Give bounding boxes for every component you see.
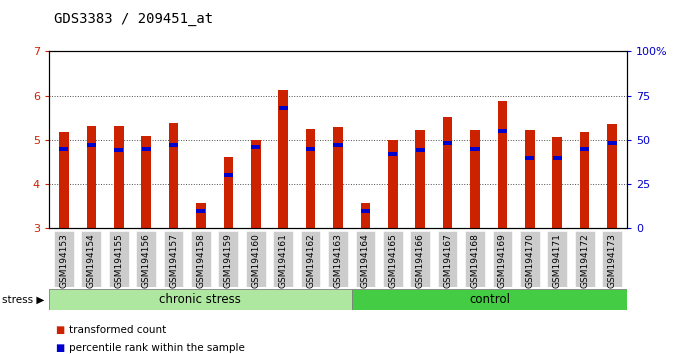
Bar (520, 231, 540, 287)
Bar (471, 130, 480, 228)
Bar (191, 231, 211, 287)
Text: ■: ■ (56, 343, 65, 353)
Bar (197, 209, 205, 213)
Bar (383, 231, 403, 287)
Bar (81, 231, 101, 287)
Bar (273, 231, 293, 287)
Text: GSM194166: GSM194166 (416, 233, 424, 288)
Text: GSM194163: GSM194163 (334, 233, 342, 288)
Bar (59, 132, 68, 228)
Bar (607, 141, 616, 145)
Text: GSM194157: GSM194157 (169, 233, 178, 288)
Bar (328, 231, 348, 287)
Bar (607, 124, 617, 228)
Bar (388, 140, 397, 228)
Bar (498, 129, 507, 133)
Bar (114, 126, 123, 228)
Bar (224, 173, 233, 177)
Bar (251, 145, 260, 149)
Bar (279, 106, 287, 110)
Bar (438, 231, 458, 287)
Text: GDS3383 / 209451_at: GDS3383 / 209451_at (54, 12, 214, 27)
Bar (87, 143, 96, 147)
Text: GSM194154: GSM194154 (87, 233, 96, 288)
Bar (251, 140, 260, 228)
Bar (355, 231, 375, 287)
Bar (334, 143, 342, 147)
Bar (602, 231, 622, 287)
Text: GSM194155: GSM194155 (114, 233, 123, 288)
Text: GSM194171: GSM194171 (553, 233, 562, 288)
Text: GSM194153: GSM194153 (60, 233, 68, 288)
Bar (109, 231, 129, 287)
Bar (443, 117, 452, 228)
Bar (306, 129, 315, 228)
Text: chronic stress: chronic stress (159, 293, 241, 306)
Bar (60, 147, 68, 151)
Bar (301, 231, 321, 287)
Bar (114, 148, 123, 153)
Bar (416, 148, 425, 153)
Bar (493, 231, 513, 287)
Text: GSM194170: GSM194170 (525, 233, 534, 288)
Bar (361, 203, 370, 228)
Text: percentile rank within the sample: percentile rank within the sample (69, 343, 245, 353)
Text: GSM194168: GSM194168 (471, 233, 479, 288)
Bar (471, 147, 479, 151)
Bar (306, 147, 315, 151)
Text: GSM194158: GSM194158 (197, 233, 205, 288)
Bar (580, 132, 589, 228)
Bar (388, 152, 397, 156)
Bar (553, 137, 562, 228)
Bar (142, 147, 151, 151)
Text: GSM194165: GSM194165 (388, 233, 397, 288)
Bar (54, 231, 74, 287)
Text: GSM194172: GSM194172 (580, 233, 589, 288)
Bar (547, 231, 567, 287)
Bar (169, 143, 178, 147)
Text: stress ▶: stress ▶ (2, 295, 45, 304)
Text: GSM194156: GSM194156 (142, 233, 151, 288)
Bar (575, 231, 595, 287)
Bar (443, 141, 452, 145)
Bar (525, 155, 534, 160)
Bar (416, 130, 425, 228)
Bar (352, 289, 627, 310)
Text: GSM194162: GSM194162 (306, 233, 315, 288)
Bar (87, 126, 96, 228)
Bar (196, 203, 205, 228)
Bar (465, 231, 485, 287)
Text: GSM194160: GSM194160 (252, 233, 260, 288)
Bar (361, 209, 370, 213)
Bar (333, 127, 343, 228)
Bar (163, 231, 183, 287)
Bar (580, 147, 589, 151)
Text: GSM194164: GSM194164 (361, 233, 370, 288)
Text: control: control (469, 293, 510, 306)
Text: transformed count: transformed count (69, 325, 166, 335)
Bar (498, 101, 507, 228)
Bar (218, 231, 238, 287)
Text: GSM194167: GSM194167 (443, 233, 452, 288)
Text: GSM194169: GSM194169 (498, 233, 507, 288)
Bar (553, 155, 562, 160)
Bar (224, 156, 233, 228)
Bar (279, 90, 288, 228)
Text: GSM194173: GSM194173 (607, 233, 616, 288)
Bar (410, 231, 430, 287)
Bar (141, 136, 151, 228)
Bar (525, 130, 535, 228)
Bar (246, 231, 266, 287)
Text: GSM194161: GSM194161 (279, 233, 287, 288)
Bar (169, 124, 178, 228)
Bar (136, 231, 156, 287)
Text: GSM194159: GSM194159 (224, 233, 233, 288)
Bar (49, 289, 352, 310)
Text: ■: ■ (56, 325, 65, 335)
